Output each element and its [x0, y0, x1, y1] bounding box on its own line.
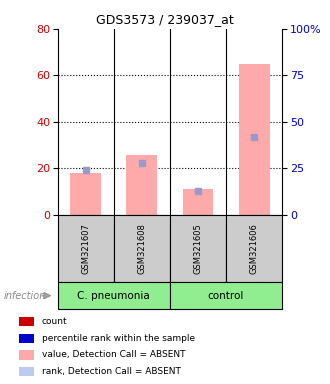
Bar: [114, 215, 170, 282]
Text: GSM321608: GSM321608: [137, 223, 147, 274]
Bar: [19, 317, 34, 326]
Text: control: control: [208, 291, 244, 301]
Text: GDS3573 / 239037_at: GDS3573 / 239037_at: [96, 13, 234, 26]
Text: GSM321606: GSM321606: [249, 223, 259, 274]
Text: infection: infection: [3, 291, 46, 301]
Bar: [170, 282, 282, 309]
Bar: [182, 189, 214, 215]
Text: percentile rank within the sample: percentile rank within the sample: [42, 334, 195, 343]
Text: C. pneumonia: C. pneumonia: [78, 291, 150, 301]
Bar: [19, 367, 34, 376]
Text: value, Detection Call = ABSENT: value, Detection Call = ABSENT: [42, 351, 185, 359]
Bar: [226, 215, 282, 282]
Bar: [19, 334, 34, 343]
Text: rank, Detection Call = ABSENT: rank, Detection Call = ABSENT: [42, 367, 181, 376]
Bar: [58, 282, 170, 309]
Bar: [239, 64, 270, 215]
Bar: [70, 173, 101, 215]
Bar: [170, 215, 226, 282]
Text: GSM321605: GSM321605: [193, 223, 203, 274]
Bar: [58, 215, 114, 282]
Text: count: count: [42, 317, 67, 326]
Bar: [126, 154, 157, 215]
Bar: [19, 350, 34, 359]
Text: GSM321607: GSM321607: [81, 223, 90, 274]
